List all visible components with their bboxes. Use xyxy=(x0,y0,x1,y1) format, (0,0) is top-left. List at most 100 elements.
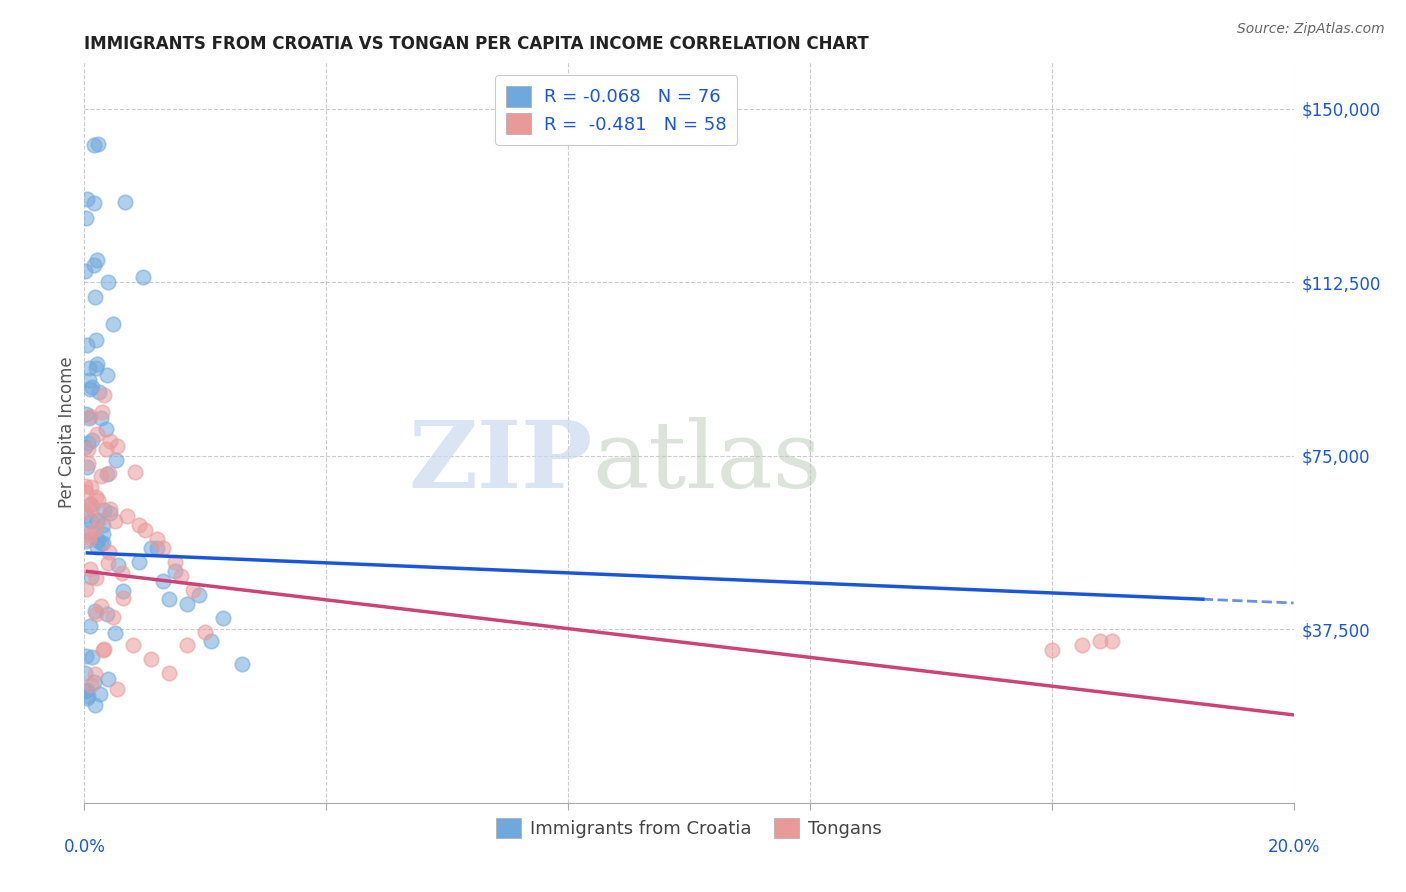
Point xyxy=(76,442,98,456)
Point xyxy=(121,639,143,653)
Point xyxy=(98,434,121,448)
Point xyxy=(80,514,103,528)
Point xyxy=(194,624,217,639)
Point xyxy=(76,682,98,697)
Point xyxy=(79,409,101,424)
Point xyxy=(181,582,204,597)
Point xyxy=(83,674,105,689)
Point xyxy=(98,507,121,521)
Point xyxy=(89,513,111,527)
Point xyxy=(139,652,162,666)
Point xyxy=(96,607,118,622)
Point xyxy=(91,405,114,419)
Point xyxy=(128,518,150,533)
Point xyxy=(146,532,169,546)
Point xyxy=(1101,633,1123,648)
Point xyxy=(1088,633,1111,648)
Point xyxy=(90,410,112,425)
Point xyxy=(231,657,253,671)
Point xyxy=(76,690,98,705)
Point xyxy=(86,513,108,527)
Point xyxy=(146,541,169,556)
Point xyxy=(86,607,108,621)
Point xyxy=(93,641,115,656)
Point xyxy=(79,532,101,546)
Point xyxy=(86,357,108,371)
Point xyxy=(176,597,198,611)
Y-axis label: Per Capita Income: Per Capita Income xyxy=(58,357,76,508)
Point xyxy=(91,518,114,533)
Point xyxy=(94,442,117,456)
Point xyxy=(73,665,96,680)
Point xyxy=(176,639,198,653)
Point xyxy=(157,592,180,607)
Point xyxy=(104,625,127,640)
Point xyxy=(77,373,100,387)
Point xyxy=(101,317,124,331)
Point xyxy=(86,360,108,375)
Point xyxy=(80,498,103,512)
Point xyxy=(83,258,105,272)
Point xyxy=(83,666,105,681)
Point xyxy=(89,384,111,399)
Point xyxy=(79,382,101,396)
Point xyxy=(105,681,128,696)
Point xyxy=(86,252,108,267)
Point xyxy=(1071,639,1094,653)
Point xyxy=(73,264,96,278)
Point xyxy=(83,698,105,712)
Point xyxy=(170,569,193,583)
Point xyxy=(83,138,105,153)
Point xyxy=(73,505,96,519)
Point xyxy=(165,565,187,579)
Point xyxy=(152,574,174,588)
Point xyxy=(114,195,136,210)
Point xyxy=(93,502,115,516)
Text: 0.0%: 0.0% xyxy=(63,838,105,856)
Point xyxy=(93,388,115,402)
Point xyxy=(79,561,101,575)
Point xyxy=(212,610,235,624)
Point xyxy=(98,545,121,559)
Point xyxy=(115,508,138,523)
Point xyxy=(75,508,97,523)
Text: atlas: atlas xyxy=(592,417,821,508)
Point xyxy=(84,523,107,537)
Point xyxy=(96,467,118,482)
Point xyxy=(105,453,128,467)
Point xyxy=(90,468,112,483)
Point xyxy=(111,591,134,605)
Point xyxy=(79,619,101,633)
Point xyxy=(80,480,103,494)
Text: IMMIGRANTS FROM CROATIA VS TONGAN PER CAPITA INCOME CORRELATION CHART: IMMIGRANTS FROM CROATIA VS TONGAN PER CA… xyxy=(84,35,869,53)
Point xyxy=(83,604,105,618)
Point xyxy=(77,436,100,450)
Point xyxy=(75,211,97,225)
Point xyxy=(86,533,108,547)
Point xyxy=(73,440,96,454)
Point xyxy=(75,484,97,499)
Text: Source: ZipAtlas.com: Source: ZipAtlas.com xyxy=(1237,22,1385,37)
Point xyxy=(188,588,211,602)
Point xyxy=(82,500,104,515)
Point xyxy=(97,673,120,687)
Point xyxy=(98,502,121,516)
Point xyxy=(87,493,110,508)
Point xyxy=(111,583,134,598)
Point xyxy=(105,439,128,453)
Point xyxy=(73,684,96,698)
Point xyxy=(76,192,98,206)
Point xyxy=(83,196,105,211)
Point xyxy=(97,556,120,570)
Point xyxy=(139,541,162,556)
Text: 20.0%: 20.0% xyxy=(1267,838,1320,856)
Point xyxy=(76,338,98,352)
Point xyxy=(87,137,110,152)
Point xyxy=(84,334,107,348)
Point xyxy=(75,582,97,597)
Point xyxy=(77,527,100,541)
Point xyxy=(200,633,222,648)
Point xyxy=(104,514,127,528)
Point xyxy=(101,610,124,624)
Point xyxy=(107,558,129,573)
